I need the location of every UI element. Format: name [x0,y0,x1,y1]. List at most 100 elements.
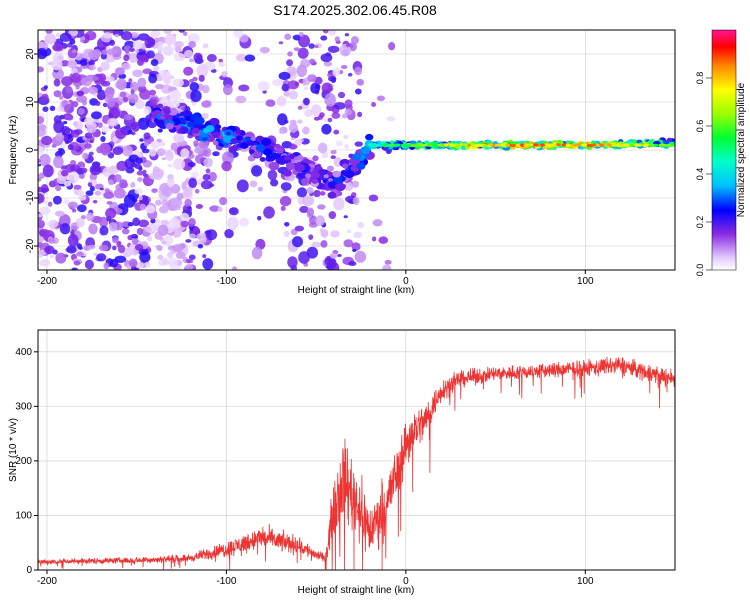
noise-blob [372,219,383,227]
ridge-blob [212,140,219,146]
noise-blob [212,151,220,157]
noise-blob [144,226,152,232]
noise-blob [128,258,138,268]
noise-blob [227,216,239,231]
noise-blob [312,155,319,162]
ridge-core [666,144,672,148]
noise-blob [42,164,54,178]
noise-blob [161,84,173,94]
noise-blob [172,78,184,88]
noise-blob [180,220,190,228]
noise-blob [61,76,73,87]
noise-blob [157,224,169,236]
ridge-blob [283,155,291,161]
ridge-blob [187,121,195,128]
ridge-blob [356,162,366,170]
noise-blob [109,39,116,46]
ridge-core [410,144,416,148]
noise-blob [187,161,196,168]
noise-blob [154,199,162,206]
ridge-blob [333,176,343,184]
noise-blob [343,181,354,191]
noise-blob [100,136,106,143]
noise-blob [55,185,62,192]
noise-blob [84,259,94,270]
snr-series-line [38,356,675,570]
ridge-blob [159,115,165,120]
noise-blob [219,196,228,206]
noise-blob [112,236,119,244]
noise-blob [228,207,239,216]
noise-blob [99,225,109,236]
noise-blob [175,251,186,260]
ridge-blob [250,136,257,142]
noise-blob [337,253,342,257]
noise-blob [232,266,238,270]
noise-blob [120,31,133,41]
noise-blob [180,148,190,159]
noise-blob [328,211,337,220]
ridge-core [415,143,421,147]
noise-blob [143,106,152,115]
noise-blob [302,195,315,207]
ridge-blob [177,129,183,134]
noise-blob [280,205,286,212]
ridge-core [474,144,480,148]
noise-blob [67,234,79,247]
noise-blob [257,186,263,192]
noise-blob [348,261,357,267]
noise-blob [294,225,305,232]
noise-blob [272,79,284,86]
noise-blob [83,245,92,251]
noise-blob [49,254,55,258]
noise-blob [81,77,93,87]
ridge-blob [247,140,255,146]
noise-blob [117,244,126,254]
ridge-blob [294,163,305,172]
snr-ytick-label: 100 [15,510,32,521]
noise-blob [84,143,92,149]
noise-blob [288,122,299,133]
noise-blob [281,83,290,92]
noise-blob [39,153,51,167]
colorbar-tick-label: 0.2 [695,216,705,229]
noise-blob [308,43,315,49]
noise-blob [73,129,83,135]
noise-blob [321,82,333,94]
spectrogram-xtick-label: 0 [403,276,409,287]
noise-blob [297,47,309,59]
noise-blob [315,215,325,226]
noise-blob [134,262,145,269]
noise-blob [221,161,232,172]
noise-blob [347,72,353,77]
noise-blob [138,195,143,201]
noise-blob [344,99,353,108]
noise-blob [310,82,321,94]
ridge-blob [360,146,371,155]
noise-blob [194,147,204,154]
noise-blob [313,189,321,198]
noise-blob [65,85,73,94]
noise-blob [130,89,135,95]
ridge-blob [268,161,280,171]
noise-blob [306,187,314,194]
noise-blob [71,72,81,84]
ridge-core [533,143,539,147]
noise-blob [354,141,363,147]
noise-blob [297,119,303,124]
noise-blob [174,40,184,48]
noise-blob [38,41,45,49]
ridge-core [482,143,488,147]
noise-blob [139,138,144,142]
noise-blob [53,78,61,87]
noise-blob [106,76,115,83]
noise-blob [304,109,314,117]
noise-blob [79,59,88,66]
noise-blob [288,143,298,150]
noise-blob [298,31,304,37]
noise-blob [144,37,156,48]
ridge-core [511,143,517,147]
noise-blob [124,114,133,121]
noise-blob [192,76,198,82]
